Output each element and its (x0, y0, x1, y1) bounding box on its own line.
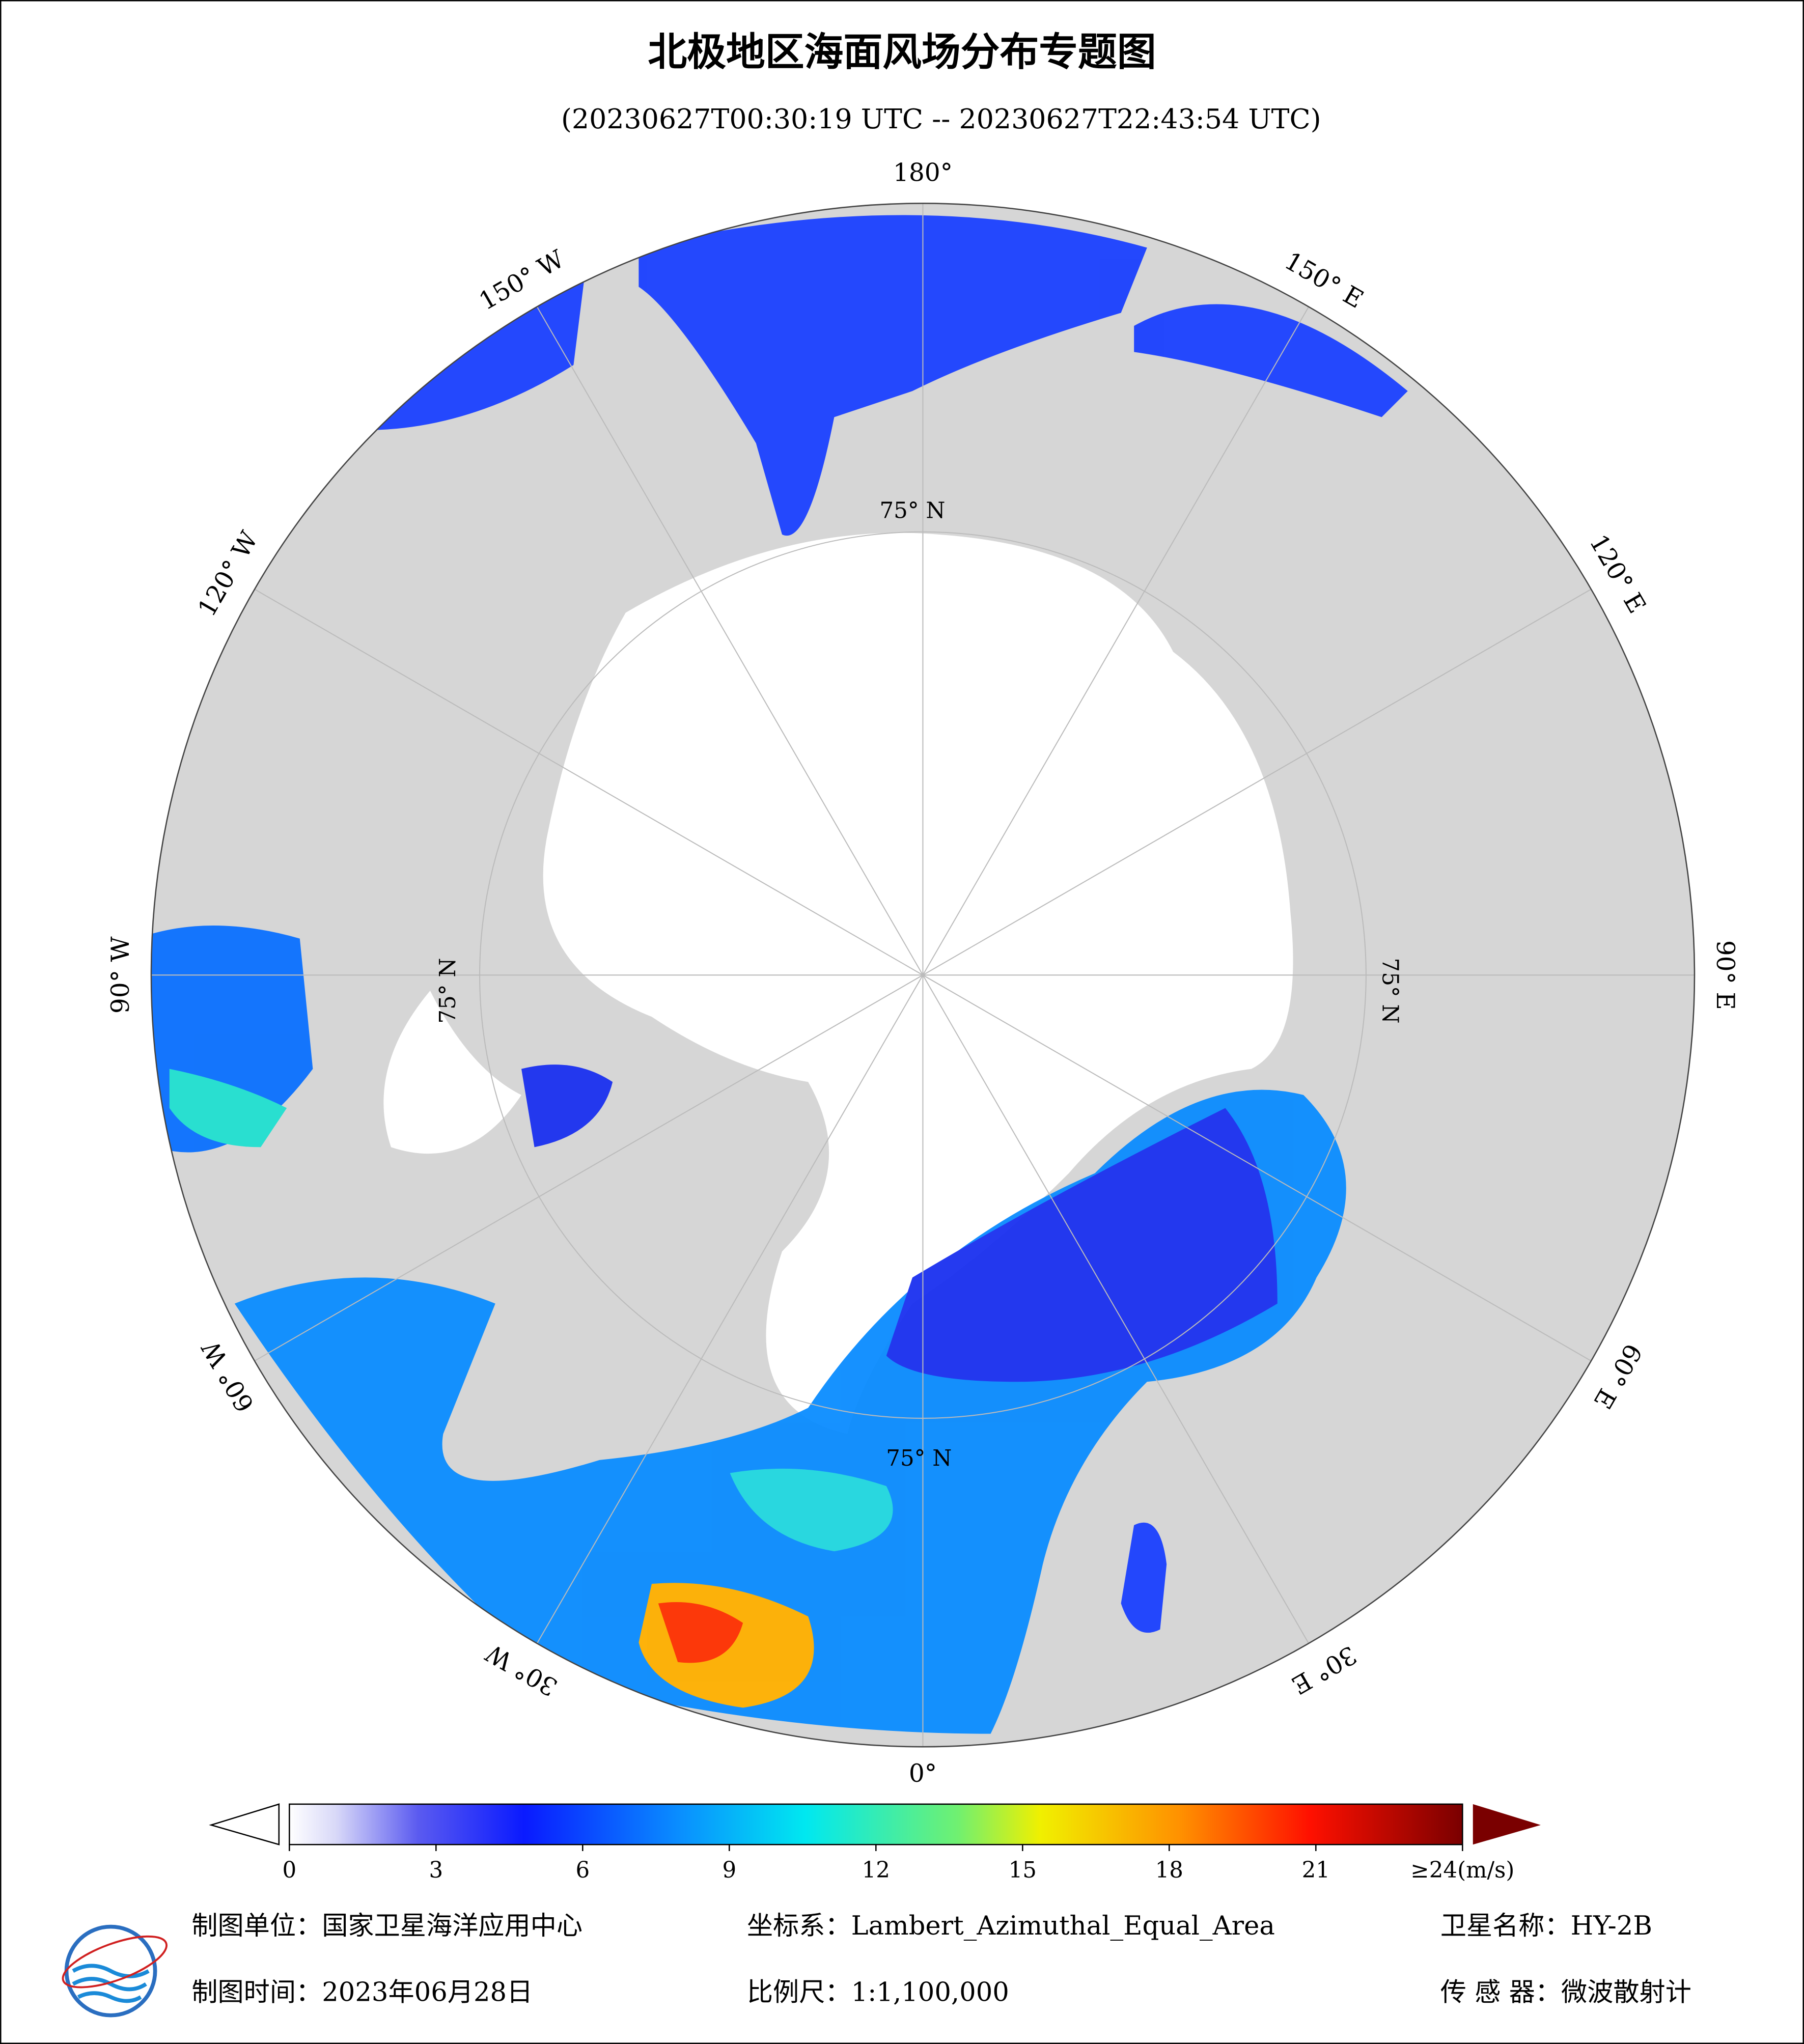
colorbar-tick-label: 6 (575, 1858, 590, 1883)
meridian (922, 974, 1310, 1644)
wind-field (151, 215, 1408, 1734)
lat-label: 75° N (1377, 958, 1402, 1024)
meridian (254, 974, 923, 1362)
footer-sensor: 传 感 器：微波散射计 (1440, 1977, 1691, 2008)
colorbar-min-arrow (209, 1803, 280, 1845)
meridian (536, 306, 924, 975)
colorbar-max-arrow (1473, 1804, 1541, 1845)
colorbar-tick-label: 3 (429, 1858, 443, 1883)
meridian (922, 974, 1592, 1362)
meridian (922, 306, 1310, 975)
lat-label: 75° N (879, 498, 945, 523)
colorbar-tick-label: 15 (1009, 1858, 1037, 1883)
colorbar-max-label: ≥24(m/s) (1410, 1858, 1514, 1883)
footer-date: 制图时间：2023年06月28日 (191, 1977, 533, 2008)
colorbar-tick-label: 0 (282, 1858, 296, 1883)
subtitle: (20230627T00:30:19 UTC -- 20230627T22:43… (561, 103, 1321, 135)
lat-label: 75° N (886, 1446, 952, 1471)
meridian (254, 589, 923, 976)
lon-label: 90° W (106, 936, 135, 1014)
lon-label: 180° (893, 159, 953, 187)
lat-label: 75° N (435, 958, 461, 1024)
footer-scale: 比例尺：1:1,100,000 (747, 1977, 1009, 2008)
map (151, 203, 1695, 1747)
lon-label: 90° E (1711, 940, 1739, 1010)
meridians (151, 203, 1695, 1747)
colorbar-tick-label: 18 (1155, 1858, 1183, 1883)
meridian (922, 589, 1592, 976)
sea-ice (383, 991, 521, 1154)
colorbar: 0 3 6 9 12 15 18 21 ≥24(m/s) (209, 1803, 1541, 1883)
footer-projection: 坐标系：Lambert_Azimuthal_Equal_Area (747, 1911, 1275, 1941)
colorbar-tick-label: 9 (722, 1858, 736, 1883)
logo (62, 1924, 168, 2018)
meridian (536, 974, 924, 1644)
footer-unit: 制图单位：国家卫星海洋应用中心 (191, 1911, 582, 1941)
title: 北极地区海面风场分布专题图 (648, 30, 1156, 75)
colorbar-scale (289, 1803, 1463, 1845)
colorbar-tick-label: 21 (1302, 1858, 1330, 1883)
colorbar-tick-label: 12 (862, 1858, 890, 1883)
footer-satellite: 卫星名称：HY-2B (1440, 1911, 1652, 1941)
map-border (150, 203, 1696, 1748)
lon-label: 0° (909, 1759, 937, 1788)
